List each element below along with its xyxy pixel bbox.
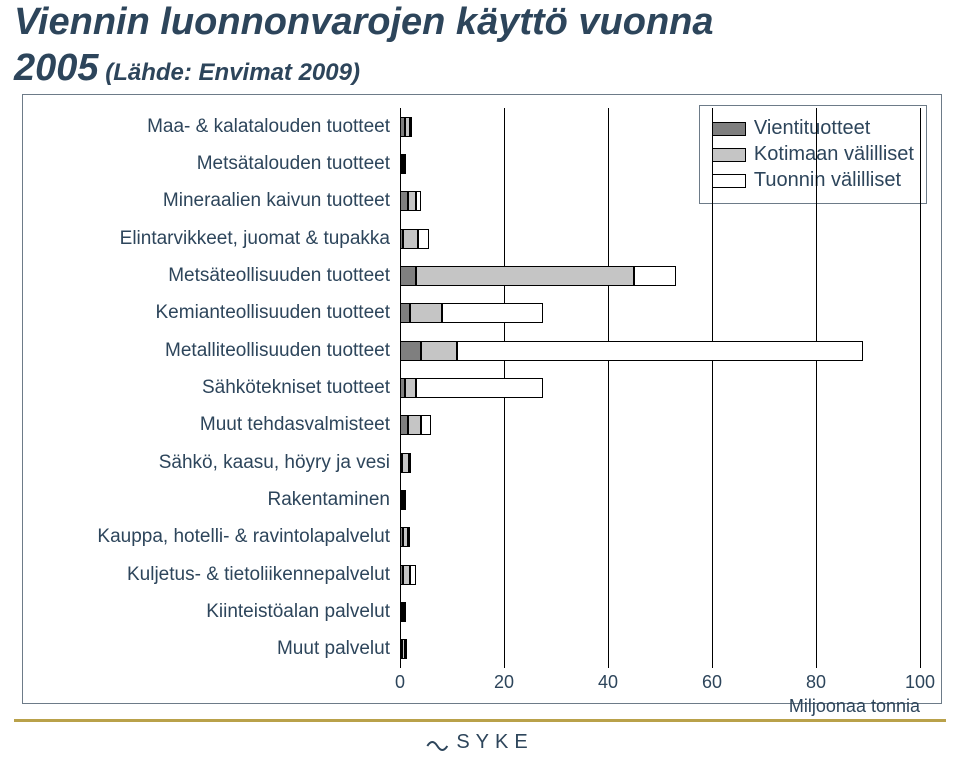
bar-segment	[416, 191, 421, 211]
bar-segment	[408, 191, 416, 211]
bar-segment	[409, 453, 411, 473]
bar-segment	[421, 341, 457, 361]
category-label: Mineraalien kaivun tuotteet	[163, 190, 390, 212]
bar-row	[400, 266, 676, 286]
category-label: Maa- & kalatalouden tuotteet	[147, 116, 390, 138]
bar-segment	[404, 154, 406, 174]
bar-row	[400, 565, 416, 585]
x-tick-label: 20	[494, 668, 514, 693]
bar-segment	[400, 303, 410, 323]
category-label: Sähkötekniset tuotteet	[202, 377, 390, 399]
footer-logo: SYKE	[426, 731, 533, 754]
x-tick-label: 40	[598, 668, 618, 693]
bar-segment	[442, 303, 543, 323]
bar-row	[400, 527, 410, 547]
bar-segment	[416, 378, 543, 398]
gridline	[920, 108, 921, 668]
bar-segment	[400, 191, 408, 211]
bar-segment	[634, 266, 676, 286]
category-label: Elintarvikkeet, juomat & tupakka	[120, 228, 390, 250]
bar-row	[400, 229, 429, 249]
bar-segment	[410, 303, 441, 323]
title-main: Viennin luonnonvarojen käyttö vuonna	[14, 1, 714, 43]
bar-row	[400, 490, 406, 510]
bar-row	[400, 639, 407, 659]
title-year: 2005	[14, 47, 99, 89]
title-source: (Lähde: Envimat 2009)	[99, 59, 360, 86]
bar-segment	[408, 527, 411, 547]
category-label: Kuljetus- & tietoliikennepalvelut	[127, 564, 390, 586]
bar-segment	[400, 415, 408, 435]
bar-row	[400, 341, 863, 361]
plot-area: 020406080100 Miljoonaa tonnia	[400, 108, 920, 668]
bar-segment	[400, 266, 416, 286]
category-labels: Maa- & kalatalouden tuotteet Metsätaloude…	[30, 108, 390, 668]
bar-segment	[402, 453, 409, 473]
bar-segment	[457, 341, 863, 361]
bar-row	[400, 415, 431, 435]
bar-segment	[404, 602, 406, 622]
bar-row	[400, 191, 421, 211]
bar-row	[400, 378, 543, 398]
category-label: Kiinteistöalan palvelut	[206, 601, 390, 623]
bar-segment	[405, 378, 415, 398]
footer-rule	[14, 719, 946, 722]
category-label: Sähkö, kaasu, höyry ja vesi	[159, 452, 390, 474]
bar-segment	[410, 117, 412, 137]
category-label: Muut tehdasvalmisteet	[200, 414, 390, 436]
wave-icon	[426, 732, 448, 754]
category-label: Kemianteollisuuden tuotteet	[156, 302, 391, 324]
bars	[400, 108, 920, 668]
bar-segment	[403, 229, 419, 249]
bar-row	[400, 303, 543, 323]
bar-segment	[408, 415, 421, 435]
bar-segment	[404, 490, 406, 510]
page-title: Viennin luonnonvarojen käyttö vuonna 200…	[14, 0, 946, 91]
bar-row	[400, 154, 406, 174]
category-label: Kauppa, hotelli- & ravintolapalvelut	[97, 526, 390, 548]
category-label: Metsäteollisuuden tuotteet	[168, 265, 390, 287]
bar-row	[400, 117, 412, 137]
bar-segment	[416, 266, 634, 286]
category-label: Rakentaminen	[267, 489, 390, 511]
x-tick-label: 60	[702, 668, 722, 693]
bar-row	[400, 602, 406, 622]
category-label: Metsätalouden tuotteet	[197, 153, 390, 175]
x-axis-label: Miljoonaa tonnia	[789, 668, 920, 717]
bar-segment	[410, 565, 415, 585]
bar-segment	[403, 565, 411, 585]
category-label: Muut palvelut	[277, 638, 390, 660]
category-label: Metalliteollisuuden tuotteet	[165, 340, 390, 362]
x-tick-label: 0	[395, 668, 405, 693]
bar-row	[400, 453, 411, 473]
bar-segment	[405, 639, 407, 659]
bar-segment	[400, 341, 421, 361]
bar-segment	[418, 229, 428, 249]
page: Viennin luonnonvarojen käyttö vuonna 200…	[0, 0, 960, 762]
footer-logo-text: SYKE	[456, 731, 533, 754]
bar-segment	[421, 415, 431, 435]
